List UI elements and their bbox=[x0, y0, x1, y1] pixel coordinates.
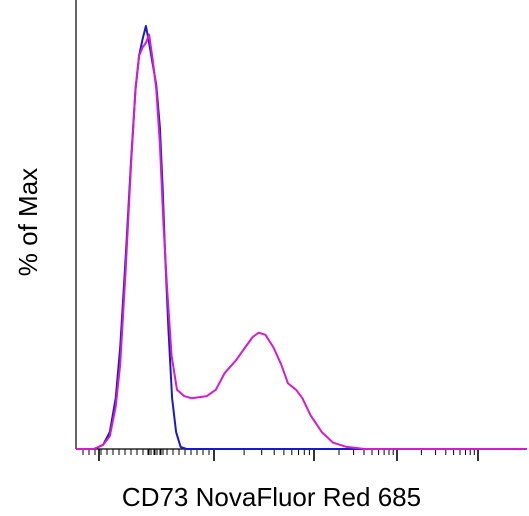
x-axis-ticks bbox=[82, 449, 479, 461]
histogram-series-1 bbox=[76, 25, 527, 450]
series-lines bbox=[76, 25, 527, 450]
y-axis-label: % of Max bbox=[13, 167, 43, 277]
plot-frame bbox=[75, 0, 527, 450]
x-axis-label: CD73 NovaFluor Red 685 bbox=[121, 482, 422, 512]
histogram-series-2 bbox=[76, 33, 527, 450]
